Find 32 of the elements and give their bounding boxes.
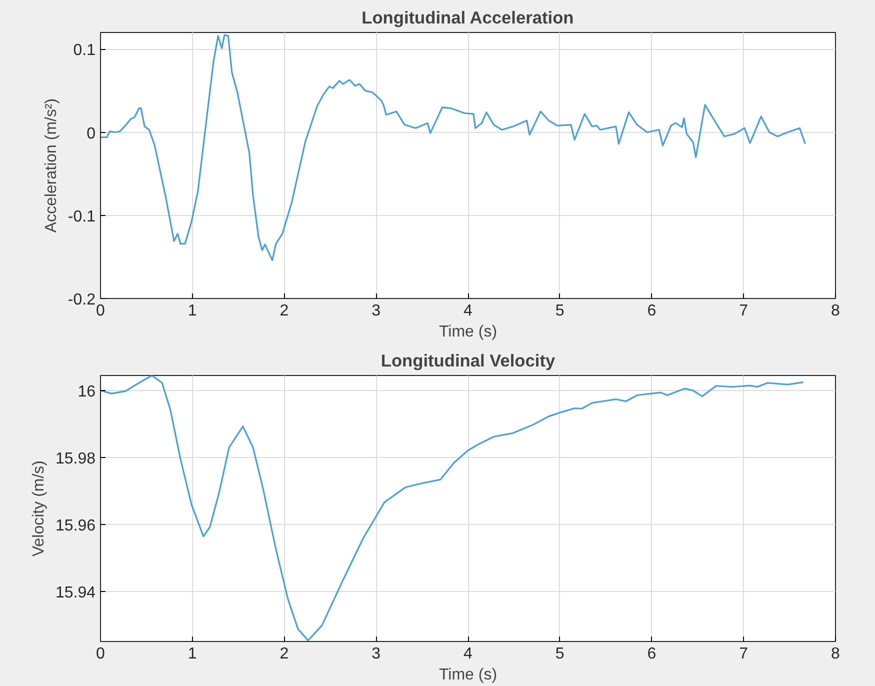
x-axis-title: Time (s): [438, 666, 498, 684]
x-tick-label: 2: [280, 646, 289, 662]
line-series: [100, 376, 804, 642]
y-tick-label: 15.98: [55, 450, 96, 468]
x-tick-label: 3: [372, 646, 381, 662]
y-tick-label: 16: [78, 384, 96, 401]
y-tick-label: 0.1: [73, 42, 96, 60]
x-tick-label: 7: [739, 646, 748, 662]
x-axis-title: Time (s): [438, 324, 498, 340]
chart-title: Longitudinal Acceleration: [362, 8, 574, 28]
y-tick-label: -0.1: [68, 208, 96, 226]
y-tick-label: 15.96: [55, 517, 96, 534]
x-tick-label: 6: [647, 646, 656, 662]
x-tick-label: 1: [188, 646, 197, 662]
x-tick-label: 4: [464, 646, 473, 662]
y-tick-label: 0: [86, 125, 96, 142]
x-tick-label: 3: [372, 302, 381, 320]
y-axis-title: Acceleration (m/s²): [42, 98, 60, 233]
chart-title: Longitudinal Velocity: [380, 350, 556, 370]
x-tick-label: 7: [739, 302, 748, 320]
y-tick-label: -0.2: [68, 292, 96, 308]
x-tick-label: 6: [647, 302, 656, 320]
x-tick-label: 1: [188, 302, 197, 320]
x-tick-label: 2: [280, 302, 289, 320]
x-tick-label: 8: [831, 302, 840, 320]
y-tick-label: 15.94: [55, 584, 96, 602]
y-axis-title: Velocity (m/s): [30, 460, 48, 557]
x-tick-label: 5: [555, 646, 564, 662]
x-tick-label: 4: [464, 302, 473, 320]
line-series: [100, 34, 806, 262]
x-tick-label: 8: [831, 646, 840, 662]
x-tick-label: 5: [555, 302, 564, 320]
